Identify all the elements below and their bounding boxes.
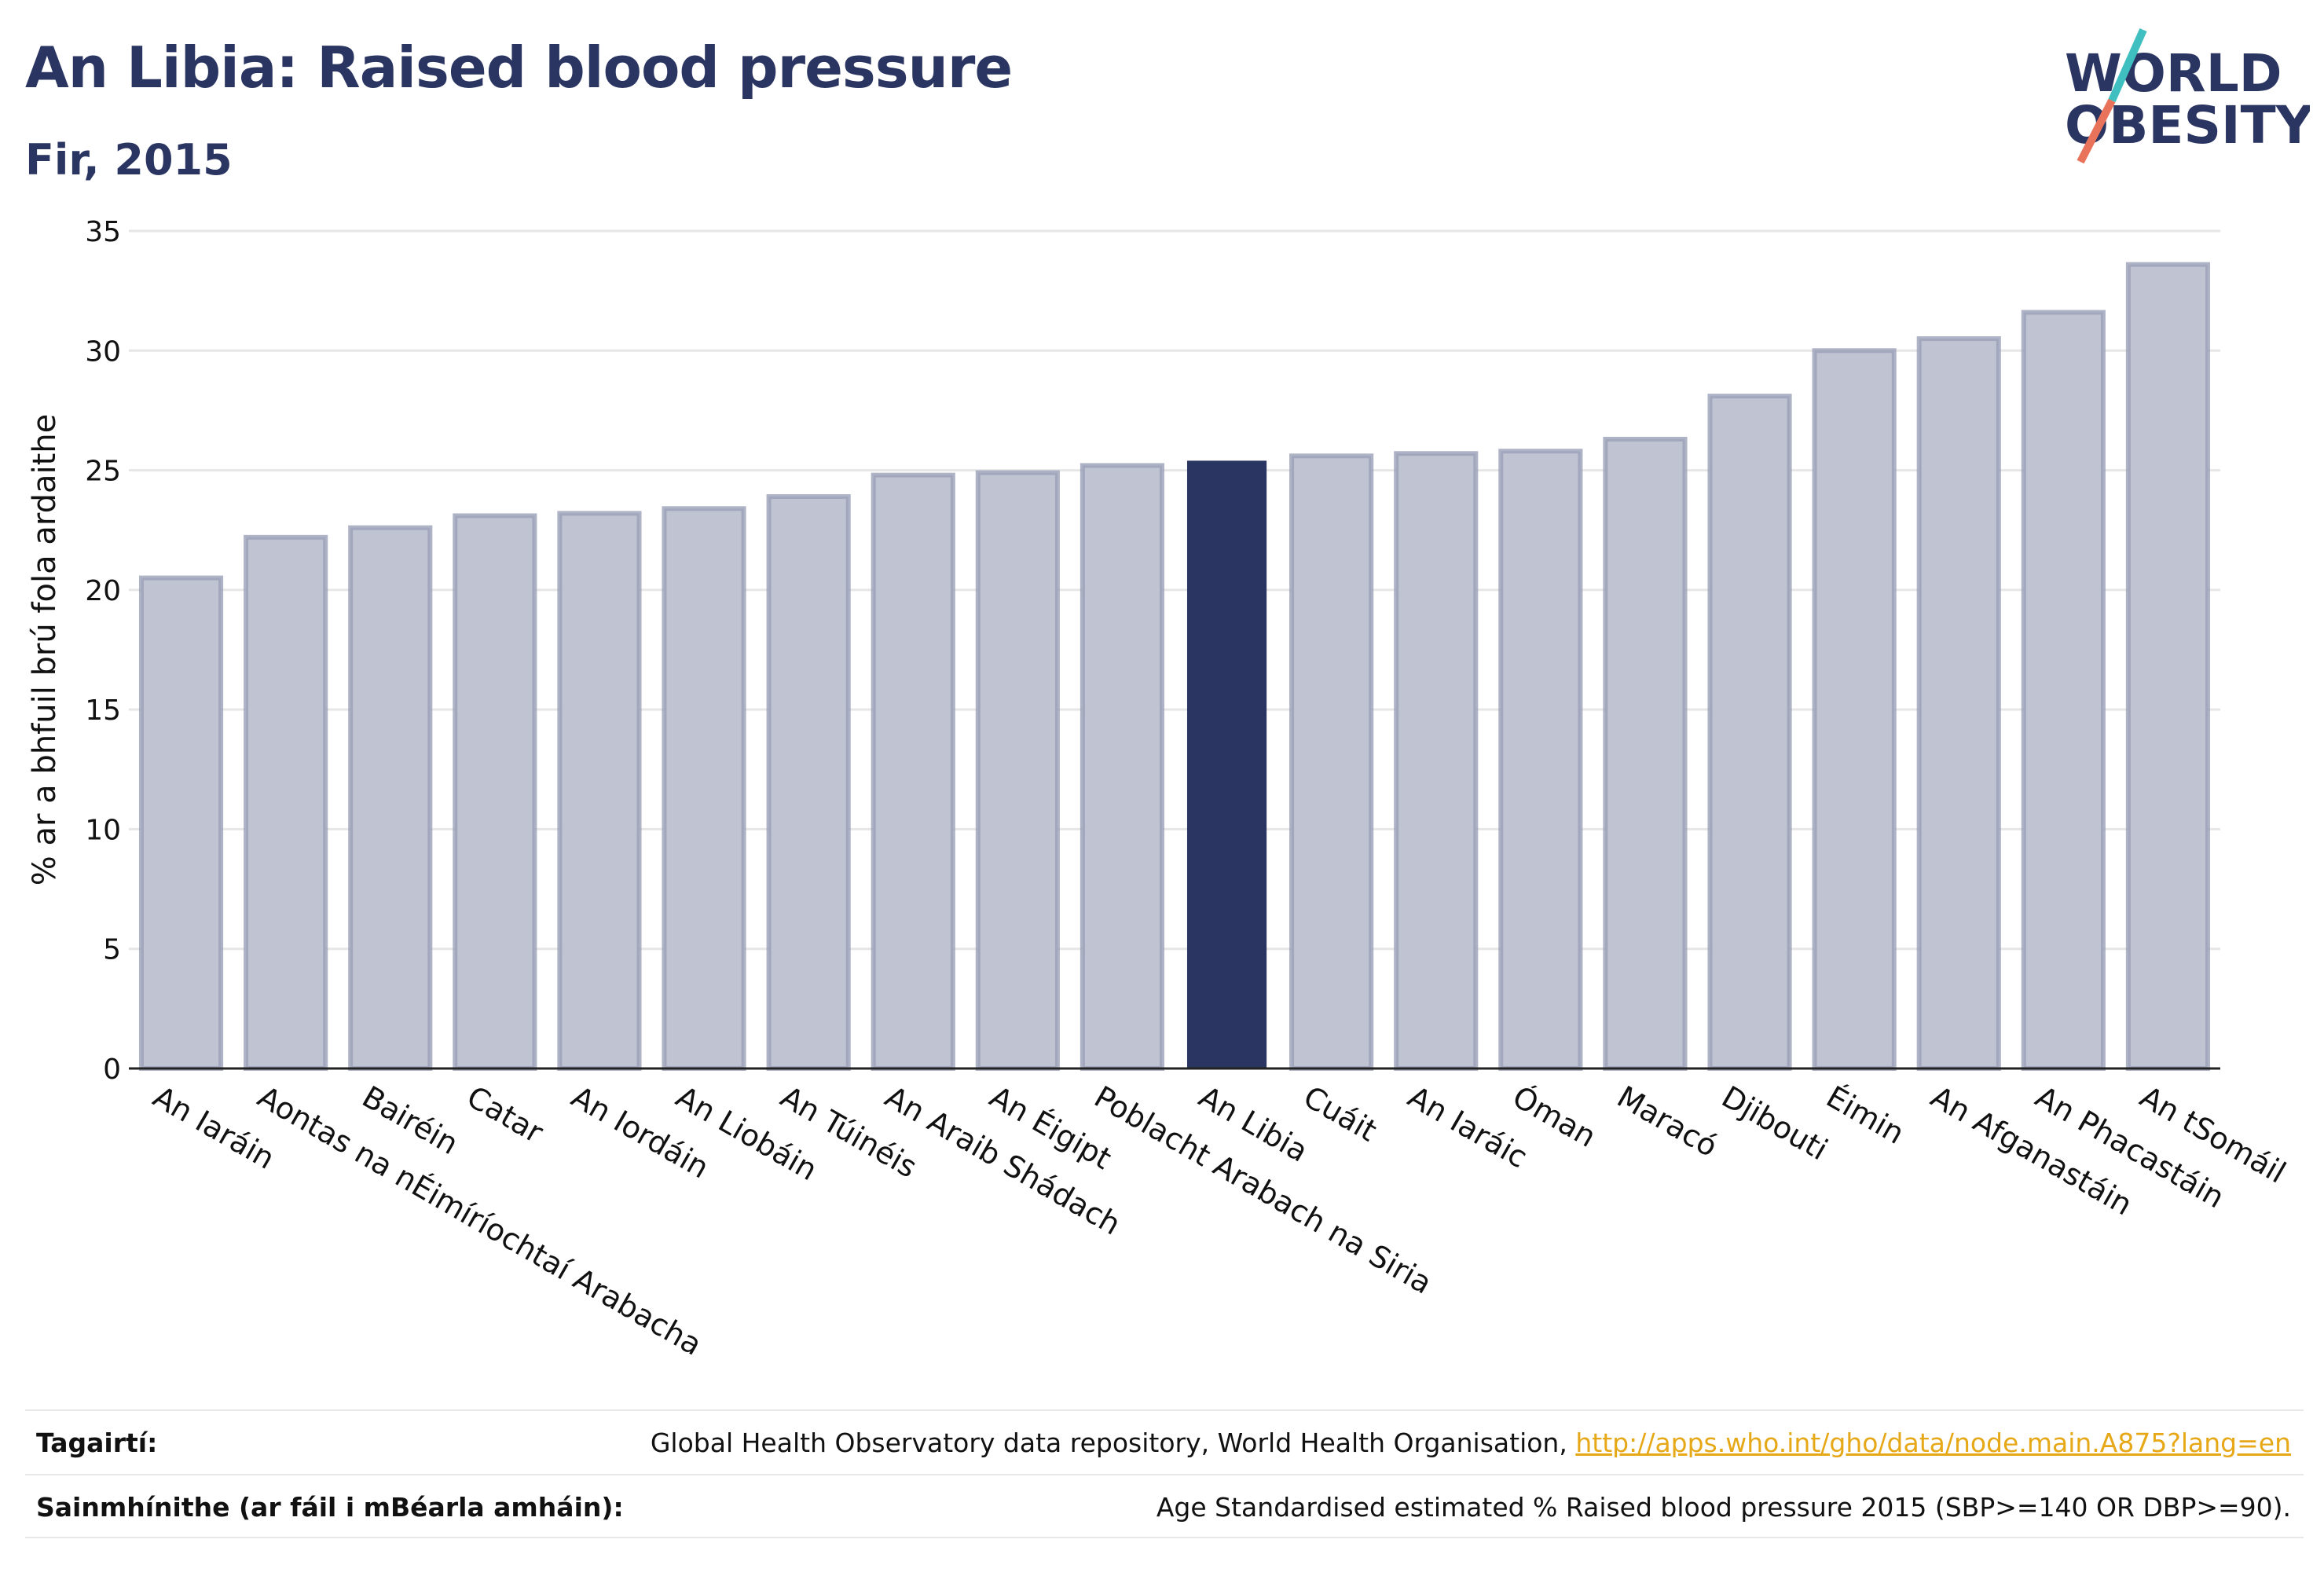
definitions-text: Age Standardised estimated % Raised bloo… <box>1156 1491 2291 1523</box>
logo-slash-top <box>2108 27 2147 103</box>
definitions-row: Sainmhínithe (ar fáil i mBéarla amháin):… <box>25 1474 2304 1538</box>
references-source: Global Health Observatory data repositor… <box>651 1428 2304 1458</box>
bar <box>1916 336 2001 1071</box>
bar <box>453 513 537 1071</box>
x-tick-label: Éimin <box>1820 1079 1910 1151</box>
references-row: Tagairtí: Global Health Observatory data… <box>25 1409 2304 1474</box>
bar <box>766 494 851 1071</box>
logo-slash-bottom <box>2077 98 2116 164</box>
bar-chart: 0 5 10 15 20 25 30 35 % ar a bhfuil brú fola ard… <box>27 216 2292 1362</box>
references-link[interactable]: http://apps.who.int/gho/data/node.main.A… <box>1575 1427 2291 1458</box>
x-tick-label: Maracó <box>1611 1079 1723 1164</box>
definitions-label: Sainmhínithe (ar fáil i mBéarla amháin): <box>36 1491 624 1523</box>
y-tick-label: 10 <box>85 814 121 846</box>
bar <box>1080 463 1165 1071</box>
bar <box>1603 436 1688 1071</box>
x-tick-label: Catar <box>461 1079 549 1150</box>
chart-subtitle: Fir, 2015 <box>25 135 233 185</box>
bar <box>1707 394 1792 1071</box>
bar <box>557 511 642 1071</box>
y-tick-label: 20 <box>85 575 121 607</box>
logo-line1: WORLD <box>2065 43 2282 104</box>
y-tick-label: 35 <box>85 216 121 248</box>
bar <box>975 470 1060 1071</box>
references-label: Tagairtí: <box>36 1427 158 1458</box>
y-tick-label: 15 <box>85 695 121 727</box>
chart-title: An Libia: Raised blood pressure <box>25 35 1013 101</box>
bar <box>1186 460 1267 1068</box>
x-tick-label: An Iaráic <box>1402 1079 1534 1175</box>
y-tick-label: 5 <box>103 934 121 966</box>
bar <box>1289 453 1374 1071</box>
bar <box>871 472 955 1071</box>
y-axis-label: % ar a bhfuil brú fola ardaithe <box>27 414 63 885</box>
world-obesity-logo: WORLD OBESITY <box>2065 27 2310 164</box>
bar <box>138 575 224 1071</box>
references-text: Global Health Observatory data repositor… <box>650 1427 1567 1458</box>
y-tick-label: 30 <box>85 335 121 368</box>
bar <box>1812 348 1897 1071</box>
bar <box>1498 449 1583 1071</box>
x-tick-label: Djibouti <box>1716 1079 1834 1167</box>
y-tick-label: 25 <box>85 456 121 488</box>
bar <box>348 525 433 1071</box>
footer-divider <box>25 1537 2304 1538</box>
bar <box>2021 310 2106 1072</box>
bar <box>244 534 328 1071</box>
bar <box>2125 262 2211 1071</box>
bar <box>662 506 746 1071</box>
bar <box>1394 451 1479 1071</box>
y-tick-label: 0 <box>103 1054 121 1086</box>
